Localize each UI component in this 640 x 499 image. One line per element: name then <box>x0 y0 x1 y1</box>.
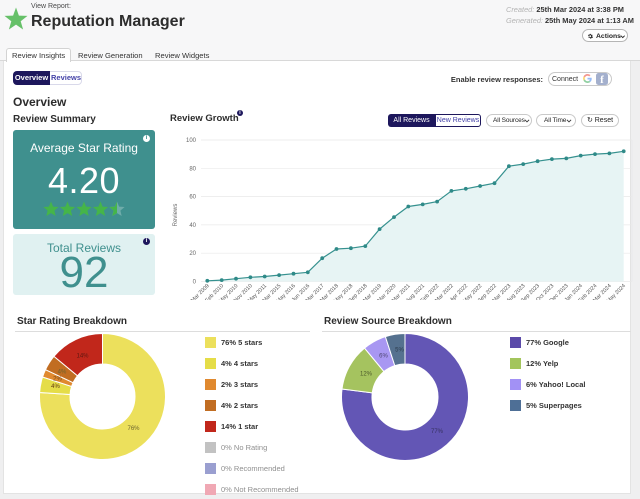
svg-text:Reviews: Reviews <box>173 204 179 227</box>
svg-text:20: 20 <box>189 251 196 257</box>
svg-text:100: 100 <box>186 138 197 144</box>
svg-text:2%: 2% <box>53 377 62 383</box>
svg-text:5%: 5% <box>395 348 404 354</box>
svg-text:12%: 12% <box>360 372 373 378</box>
svg-text:76%: 76% <box>127 426 140 432</box>
svg-text:6%: 6% <box>379 354 388 360</box>
svg-text:40: 40 <box>189 223 196 229</box>
svg-text:60: 60 <box>189 195 196 201</box>
svg-text:80: 80 <box>189 166 196 172</box>
svg-text:4%: 4% <box>58 370 67 376</box>
svg-text:14%: 14% <box>76 354 89 360</box>
svg-text:77%: 77% <box>431 429 444 435</box>
svg-text:4%: 4% <box>51 384 60 390</box>
svg-text:0: 0 <box>193 280 197 286</box>
